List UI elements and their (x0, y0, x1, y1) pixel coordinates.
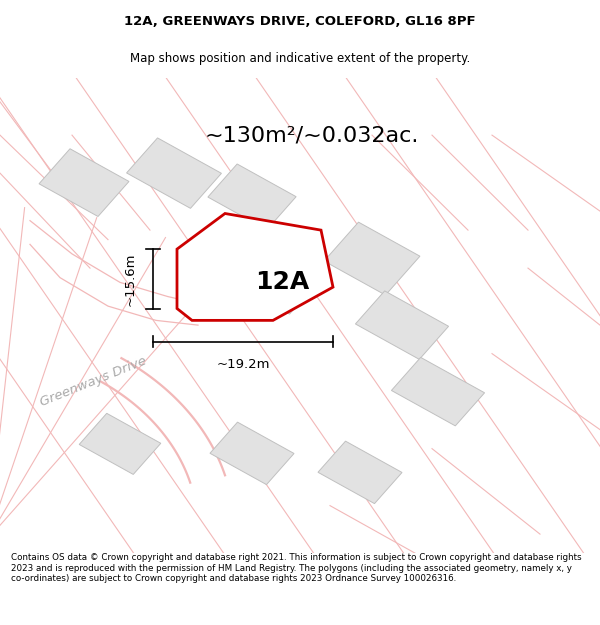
Polygon shape (208, 164, 296, 230)
Polygon shape (210, 422, 294, 484)
Polygon shape (228, 241, 324, 314)
Polygon shape (39, 149, 129, 216)
Polygon shape (318, 441, 402, 504)
Polygon shape (391, 357, 485, 426)
Text: 12A: 12A (255, 271, 309, 294)
Text: 12A, GREENWAYS DRIVE, COLEFORD, GL16 8PF: 12A, GREENWAYS DRIVE, COLEFORD, GL16 8PF (124, 16, 476, 28)
Polygon shape (127, 138, 221, 208)
Polygon shape (324, 222, 420, 295)
Polygon shape (177, 214, 333, 321)
Text: Contains OS data © Crown copyright and database right 2021. This information is : Contains OS data © Crown copyright and d… (11, 553, 581, 583)
Text: ~15.6m: ~15.6m (124, 252, 137, 306)
Text: ~130m²/~0.032ac.: ~130m²/~0.032ac. (205, 125, 419, 145)
Polygon shape (355, 291, 449, 359)
Text: ~19.2m: ~19.2m (216, 358, 270, 371)
Polygon shape (79, 413, 161, 474)
Text: Greenways Drive: Greenways Drive (38, 355, 148, 409)
Text: Map shows position and indicative extent of the property.: Map shows position and indicative extent… (130, 52, 470, 65)
